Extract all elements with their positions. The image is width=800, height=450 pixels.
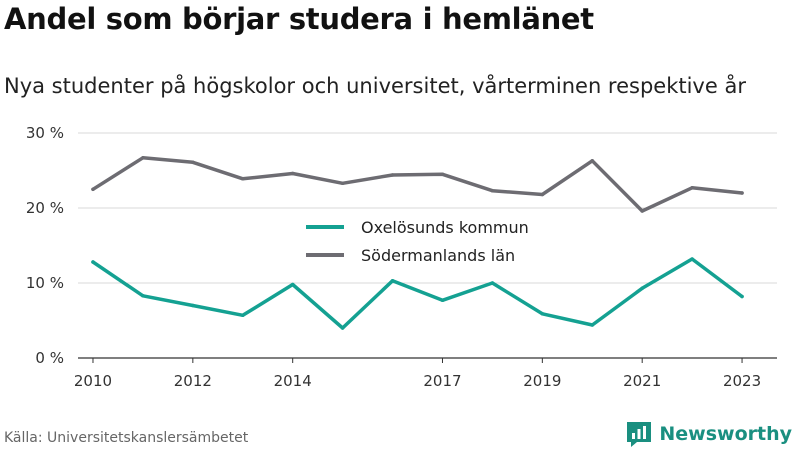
data-point (191, 160, 195, 164)
data-point (390, 279, 395, 283)
data-point (290, 282, 295, 287)
series-lines (91, 156, 744, 330)
x-tick-label: 2017 (423, 372, 461, 390)
data-point (440, 298, 445, 302)
series-line-2 (91, 156, 744, 213)
x-axis: 2010 2012 2014 2017 2019 2021 2023 (74, 358, 761, 390)
data-point (290, 171, 295, 176)
data-point (740, 191, 744, 195)
data-point (340, 326, 345, 330)
data-point (590, 323, 595, 327)
series-line-1 (91, 257, 744, 330)
data-point (740, 294, 744, 299)
data-point (141, 294, 145, 298)
x-tick-label: 2023 (723, 372, 761, 390)
data-point (540, 192, 545, 197)
x-tick-label: 2014 (274, 372, 312, 390)
legend-label: Södermanlands län (361, 246, 515, 265)
y-tick-label: 30 % (26, 124, 64, 142)
newsworthy-logo-icon (627, 422, 652, 447)
data-point (390, 173, 395, 177)
chart-title: Andel som börjar studera i hemlänet (4, 2, 594, 36)
x-tick-label: 2021 (623, 372, 661, 390)
data-point (340, 181, 345, 185)
data-point (241, 313, 245, 317)
legend-label: Oxelösunds kommun (361, 218, 529, 237)
x-tick-label: 2019 (523, 372, 561, 390)
data-point (690, 257, 694, 261)
grid-lines (78, 132, 777, 359)
data-point (91, 260, 95, 264)
brand: Newsworthy (625, 420, 792, 448)
data-point (141, 156, 145, 160)
data-point (490, 189, 495, 193)
data-point (91, 187, 95, 191)
data-point (490, 281, 495, 285)
y-tick-label: 10 % (26, 274, 64, 292)
y-tick-label: 20 % (26, 199, 64, 217)
data-point (241, 177, 245, 181)
data-point (640, 209, 644, 213)
data-point (191, 303, 195, 308)
x-tick-label: 2010 (74, 372, 112, 390)
data-point (690, 186, 694, 190)
brand-name: Newsworthy (659, 423, 792, 445)
data-point (640, 286, 644, 290)
data-point (540, 312, 545, 316)
x-tick-label: 2012 (174, 372, 212, 390)
data-point (440, 172, 445, 176)
chart-subtitle: Nya studenter på högskolor och universit… (4, 74, 746, 98)
source-note: Källa: Universitetskanslersämbetet (4, 430, 249, 446)
legend: Oxelösunds kommun Södermanlands län (306, 218, 529, 265)
y-axis: 0 % 10 % 20 % 30 % (26, 124, 64, 367)
y-tick-label: 0 % (35, 349, 64, 367)
data-point (590, 159, 595, 163)
